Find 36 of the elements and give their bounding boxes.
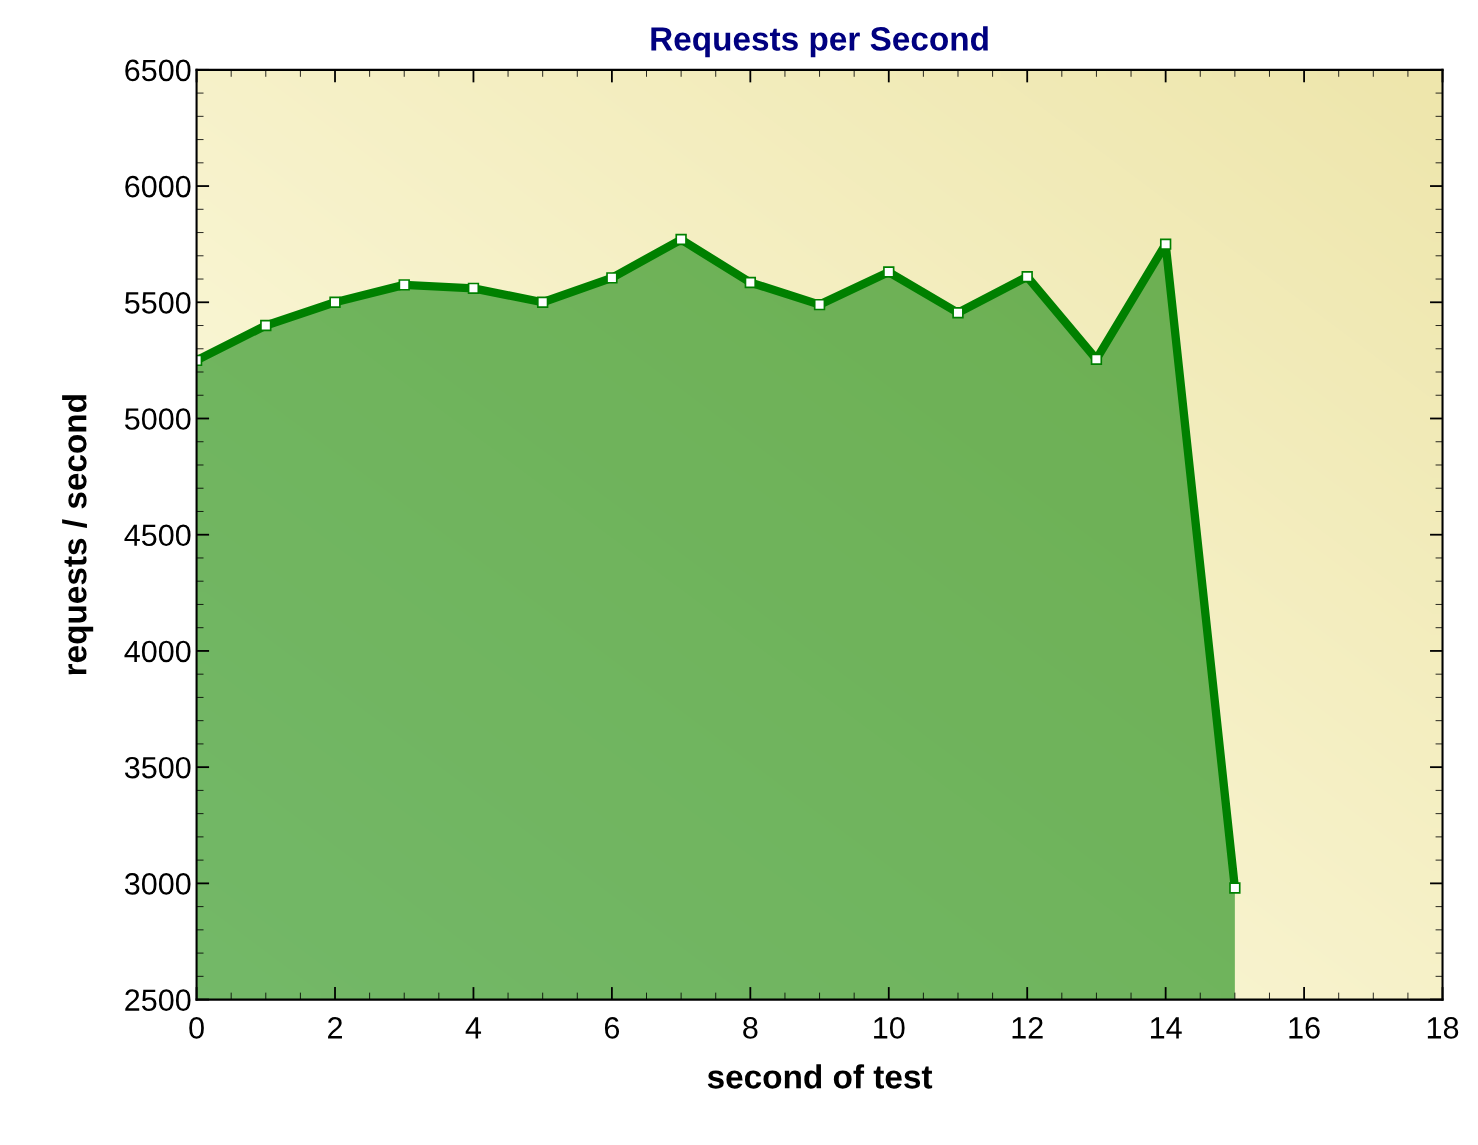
point (536, 296, 549, 308)
x-tick-label: 0 (189, 1017, 204, 1039)
point (1021, 271, 1033, 283)
point (260, 319, 272, 332)
y-tick-label: 6000 (125, 175, 191, 198)
x-tick-label: 6 (604, 1017, 620, 1039)
y-tick-label: 2500 (125, 989, 191, 1011)
point (467, 282, 480, 295)
y-axis-title: requests / second (62, 395, 94, 675)
point (744, 276, 757, 289)
x-tick-label: 4 (465, 1017, 482, 1039)
chart-title: Requests per Second (651, 26, 988, 58)
y-tick-label: 3500 (124, 756, 191, 779)
x-tick-label: 18 (1427, 1017, 1459, 1039)
x-tick-label: 8 (743, 1017, 758, 1039)
y-tick-label: 5500 (124, 292, 191, 314)
y-tick-label: 5000 (124, 408, 191, 430)
x-tick-label: 2 (328, 1017, 342, 1039)
y-tick-label: 6500 (125, 59, 191, 82)
x-tick-label: 16 (1289, 1017, 1320, 1039)
point (675, 233, 687, 246)
point (1229, 882, 1241, 894)
x-tick-label: 14 (1150, 1017, 1182, 1039)
point (813, 298, 826, 311)
y-tick-label: 4500 (124, 524, 191, 547)
y-tick-label: 4000 (124, 640, 191, 663)
point (1159, 238, 1172, 250)
point (329, 296, 341, 308)
x-tick-label: 10 (874, 1017, 905, 1039)
point (398, 279, 410, 291)
point (952, 307, 964, 319)
x-tick-label: 12 (1012, 1017, 1043, 1039)
y-tick-label: 3000 (124, 873, 191, 895)
x-axis-title: second of test (707, 1064, 933, 1089)
point (606, 272, 618, 284)
point (883, 266, 895, 278)
